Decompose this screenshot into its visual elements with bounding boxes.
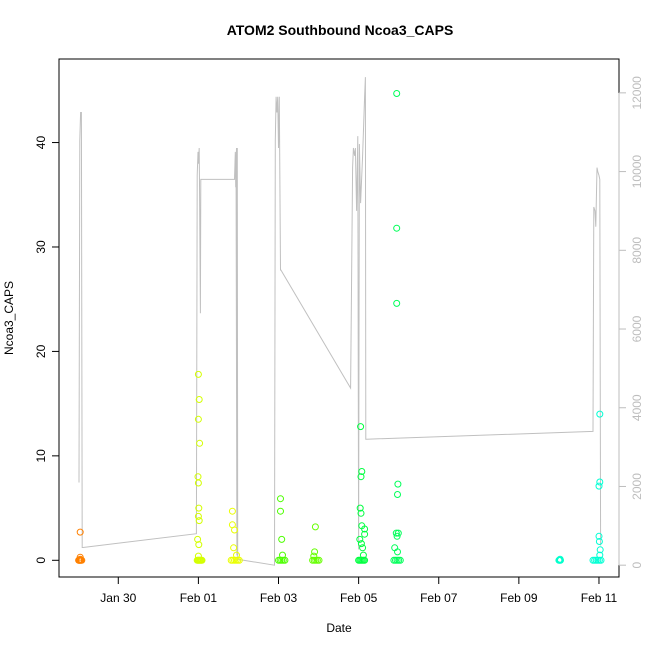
- right-y-axis: 0 2000 4000 6000 8000 10000 12000: [618, 76, 644, 569]
- point-series-layer: [75, 90, 605, 564]
- data-point: [357, 509, 365, 517]
- x-tick-label: Jan 30: [100, 591, 136, 605]
- x-axis: Jan 30 Feb 01 Feb 03 Feb 05 Feb 07 Feb 09 Feb …: [100, 576, 618, 605]
- data-point: [597, 556, 605, 564]
- y-axis-title: Ncoa3_CAPS: [2, 281, 16, 355]
- y-tick-label: 0: [34, 557, 48, 564]
- data-point: [76, 528, 84, 536]
- x-axis-title: Date: [326, 621, 352, 635]
- right-y-tick-label: 8000: [630, 237, 644, 264]
- data-point: [396, 556, 404, 564]
- data-point: [556, 555, 564, 563]
- data-point: [196, 439, 204, 447]
- data-point: [194, 512, 202, 520]
- data-point: [315, 556, 323, 564]
- data-point: [277, 507, 284, 515]
- data-point: [230, 544, 238, 552]
- right-y-tick-label: 4000: [630, 394, 644, 421]
- data-point: [194, 473, 202, 481]
- x-tick-label: Feb 05: [340, 591, 378, 605]
- data-point: [311, 548, 319, 556]
- data-point: [596, 478, 604, 486]
- data-point: [359, 544, 367, 552]
- data-point: [361, 525, 369, 533]
- x-tick-label: Feb 09: [500, 591, 538, 605]
- data-point: [228, 507, 236, 515]
- data-point: [393, 532, 401, 540]
- data-point: [361, 530, 369, 538]
- data-point: [195, 541, 203, 549]
- data-point: [393, 224, 401, 232]
- data-point: [394, 529, 402, 537]
- data-point: [311, 523, 319, 531]
- data-point: [356, 535, 364, 543]
- data-point: [358, 468, 366, 475]
- plot-frame: [58, 58, 620, 578]
- x-tick-label: Feb 01: [180, 591, 218, 605]
- data-point: [198, 556, 206, 564]
- data-point: [235, 556, 243, 564]
- data-point: [595, 532, 603, 540]
- data-point: [281, 556, 289, 564]
- right-y-tick-label: 6000: [630, 315, 644, 342]
- y-tick-label: 40: [34, 136, 48, 150]
- data-point: [310, 552, 318, 560]
- data-point: [357, 540, 365, 548]
- data-point: [361, 556, 369, 564]
- y-tick-label: 30: [34, 240, 48, 254]
- data-point: [357, 423, 365, 431]
- data-point: [195, 504, 203, 512]
- data-point: [231, 526, 238, 534]
- data-point: [596, 410, 604, 418]
- data-point: [595, 538, 603, 545]
- line-series-layer: [78, 77, 602, 566]
- x-tick-label: Feb 03: [260, 591, 298, 605]
- data-point: [194, 370, 202, 378]
- chart-title: ATOM2 Southbound Ncoa3_CAPS: [227, 22, 454, 38]
- data-point: [394, 548, 401, 556]
- data-point: [357, 473, 365, 481]
- x-tick-label: Feb 11: [581, 591, 618, 605]
- data-point: [277, 495, 284, 503]
- right-y-tick-label: 10000: [630, 155, 644, 189]
- data-point: [394, 491, 401, 498]
- data-point: [356, 504, 364, 512]
- data-point: [78, 556, 86, 564]
- data-point: [392, 529, 400, 537]
- y-axis: 0 10 20 30 40: [34, 136, 60, 564]
- data-point: [195, 396, 203, 403]
- data-point: [194, 535, 202, 543]
- data-point: [278, 535, 286, 543]
- data-point: [194, 415, 202, 423]
- y-tick-label: 20: [34, 344, 48, 358]
- trace-line: [78, 77, 602, 566]
- y-tick-label: 10: [34, 449, 48, 463]
- right-y-tick-label: 0: [630, 562, 644, 569]
- data-point: [194, 479, 202, 487]
- data-point: [195, 517, 203, 525]
- data-point: [596, 546, 604, 554]
- data-point: [394, 480, 402, 488]
- data-point: [393, 299, 401, 307]
- x-tick-label: Feb 07: [420, 591, 458, 605]
- right-y-tick-label: 12000: [630, 76, 644, 110]
- data-point: [393, 90, 401, 97]
- right-y-tick-label: 2000: [630, 473, 644, 500]
- data-point: [75, 556, 83, 564]
- data-point: [595, 482, 603, 490]
